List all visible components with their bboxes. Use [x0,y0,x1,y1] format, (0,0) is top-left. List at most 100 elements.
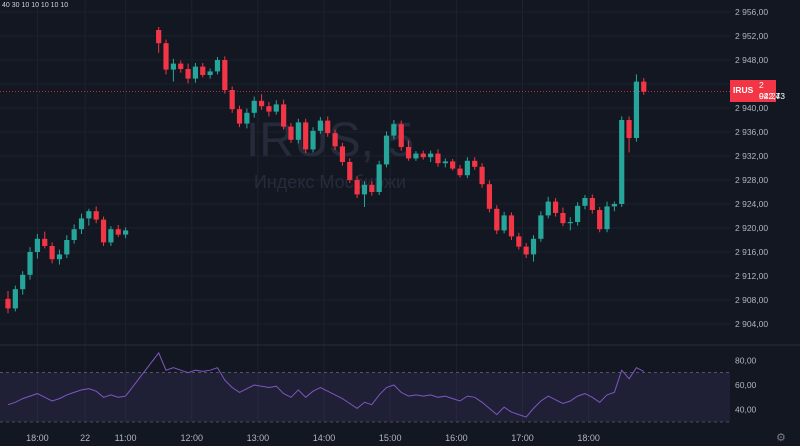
candle-body [49,246,55,260]
candle-body [494,208,500,231]
candle-body [56,254,63,260]
time-tick-label: 11:00 [115,433,137,443]
candle-body [86,211,92,219]
rsi-band [0,372,730,423]
candle-body [200,66,206,75]
candle-body [405,147,412,159]
price-tick-label: 2 908,00 [735,295,768,305]
candle-body [597,210,603,230]
rsi-line [7,351,645,418]
candle-body [5,298,11,309]
candle-body [222,60,228,90]
candle-body [12,289,18,309]
candle-body [258,100,265,107]
candle-body [71,229,77,240]
badge-price: 2 942,73 [759,80,785,101]
candle-body [457,168,463,176]
candle-body [178,63,184,69]
price-tick-label: 2 948,00 [735,55,768,65]
candle-body [207,71,213,75]
candle-body [339,146,346,162]
candle-body [589,198,595,210]
candle-body [442,161,448,164]
candle-body [244,112,250,124]
last-price-badge: IRUS 2 942,73 02:24 [730,80,785,102]
candle-body [552,201,559,213]
candle-body [428,153,434,158]
candle-body [325,120,331,134]
candle-body [20,274,26,290]
candle-body [192,66,199,79]
time-tick-label: 15:00 [379,433,402,443]
candle-body [501,215,507,231]
candle-body [633,81,640,138]
candle-body [464,160,470,176]
time-tick-label: 22 [80,433,90,443]
price-tick-label: 2 924,00 [735,199,768,209]
candle-body [273,104,279,112]
candle-body [479,166,485,185]
candle-body [508,215,515,237]
price-tick-label: 2 920,00 [735,223,768,233]
candle-body [567,222,573,224]
rsi-band-fill [0,372,730,422]
candle-body [398,124,404,147]
candle-body [108,229,114,243]
ohlc-legend: 40 30 10 10 10 10 10 [2,2,69,9]
time-tick-label: 17:00 [511,433,534,443]
grid-lines [0,0,800,422]
candle-body [156,30,162,44]
rsi-tick-label: 40,00 [735,405,757,415]
candle-body [34,238,40,252]
rsi-tick-label: 60,00 [735,380,757,390]
candle-body [619,120,625,204]
price-tick-label: 2 952,00 [735,31,768,41]
candle-body [115,229,121,235]
candle-body [288,126,294,140]
candle-body [369,184,375,192]
candle-body [626,120,632,138]
rsi-tick-label: 80,00 [735,355,757,365]
candle-body [354,180,360,195]
candle-body [266,106,272,112]
candle-body [185,69,191,79]
badge-symbol: IRUS [733,85,754,95]
candle-body [281,104,287,127]
badge-countdown: 02:24 [759,91,781,101]
candles[interactable] [5,27,647,314]
candle-body [229,90,235,110]
candle-body [170,63,176,70]
candle-body [214,60,221,72]
candle-body [516,236,522,247]
candle-body [100,219,107,243]
candle-body [236,109,243,124]
time-tick-label: 18:00 [26,433,49,443]
candle-body [42,238,48,246]
candle-body [376,164,382,192]
candle-body [93,211,99,220]
candle-body [530,238,537,255]
gear-icon[interactable]: ⚙ [776,432,786,444]
price-tick-label: 2 916,00 [735,247,768,257]
candle-body [123,230,129,235]
candle-body [472,160,478,167]
time-axis[interactable]: 17:00 18:00 22 11:00 12:00 13:00 14:00 15:00 16:… [0,433,600,443]
candle-body [317,120,323,131]
rsi-axis[interactable]: 80,00 60,00 40,00 [735,355,757,414]
candle-body [575,205,581,222]
time-tick-label: 13:00 [247,433,270,443]
candle-body [78,218,85,230]
candle-body [435,153,441,164]
candle-body [295,122,301,140]
price-axis[interactable]: 2 956,002 952,002 948,002 944,002 940,00… [735,7,768,329]
price-tick-label: 2 912,00 [735,271,768,281]
time-tick-label: 18:00 [577,433,600,443]
candle-body [310,130,316,150]
time-tick-label: 12:00 [180,433,203,443]
rsi-indicator[interactable] [7,351,645,418]
candle-body [391,124,397,136]
candle-body [27,252,33,275]
price-tick-label: 2 940,00 [735,103,768,113]
candle-body [486,184,493,209]
